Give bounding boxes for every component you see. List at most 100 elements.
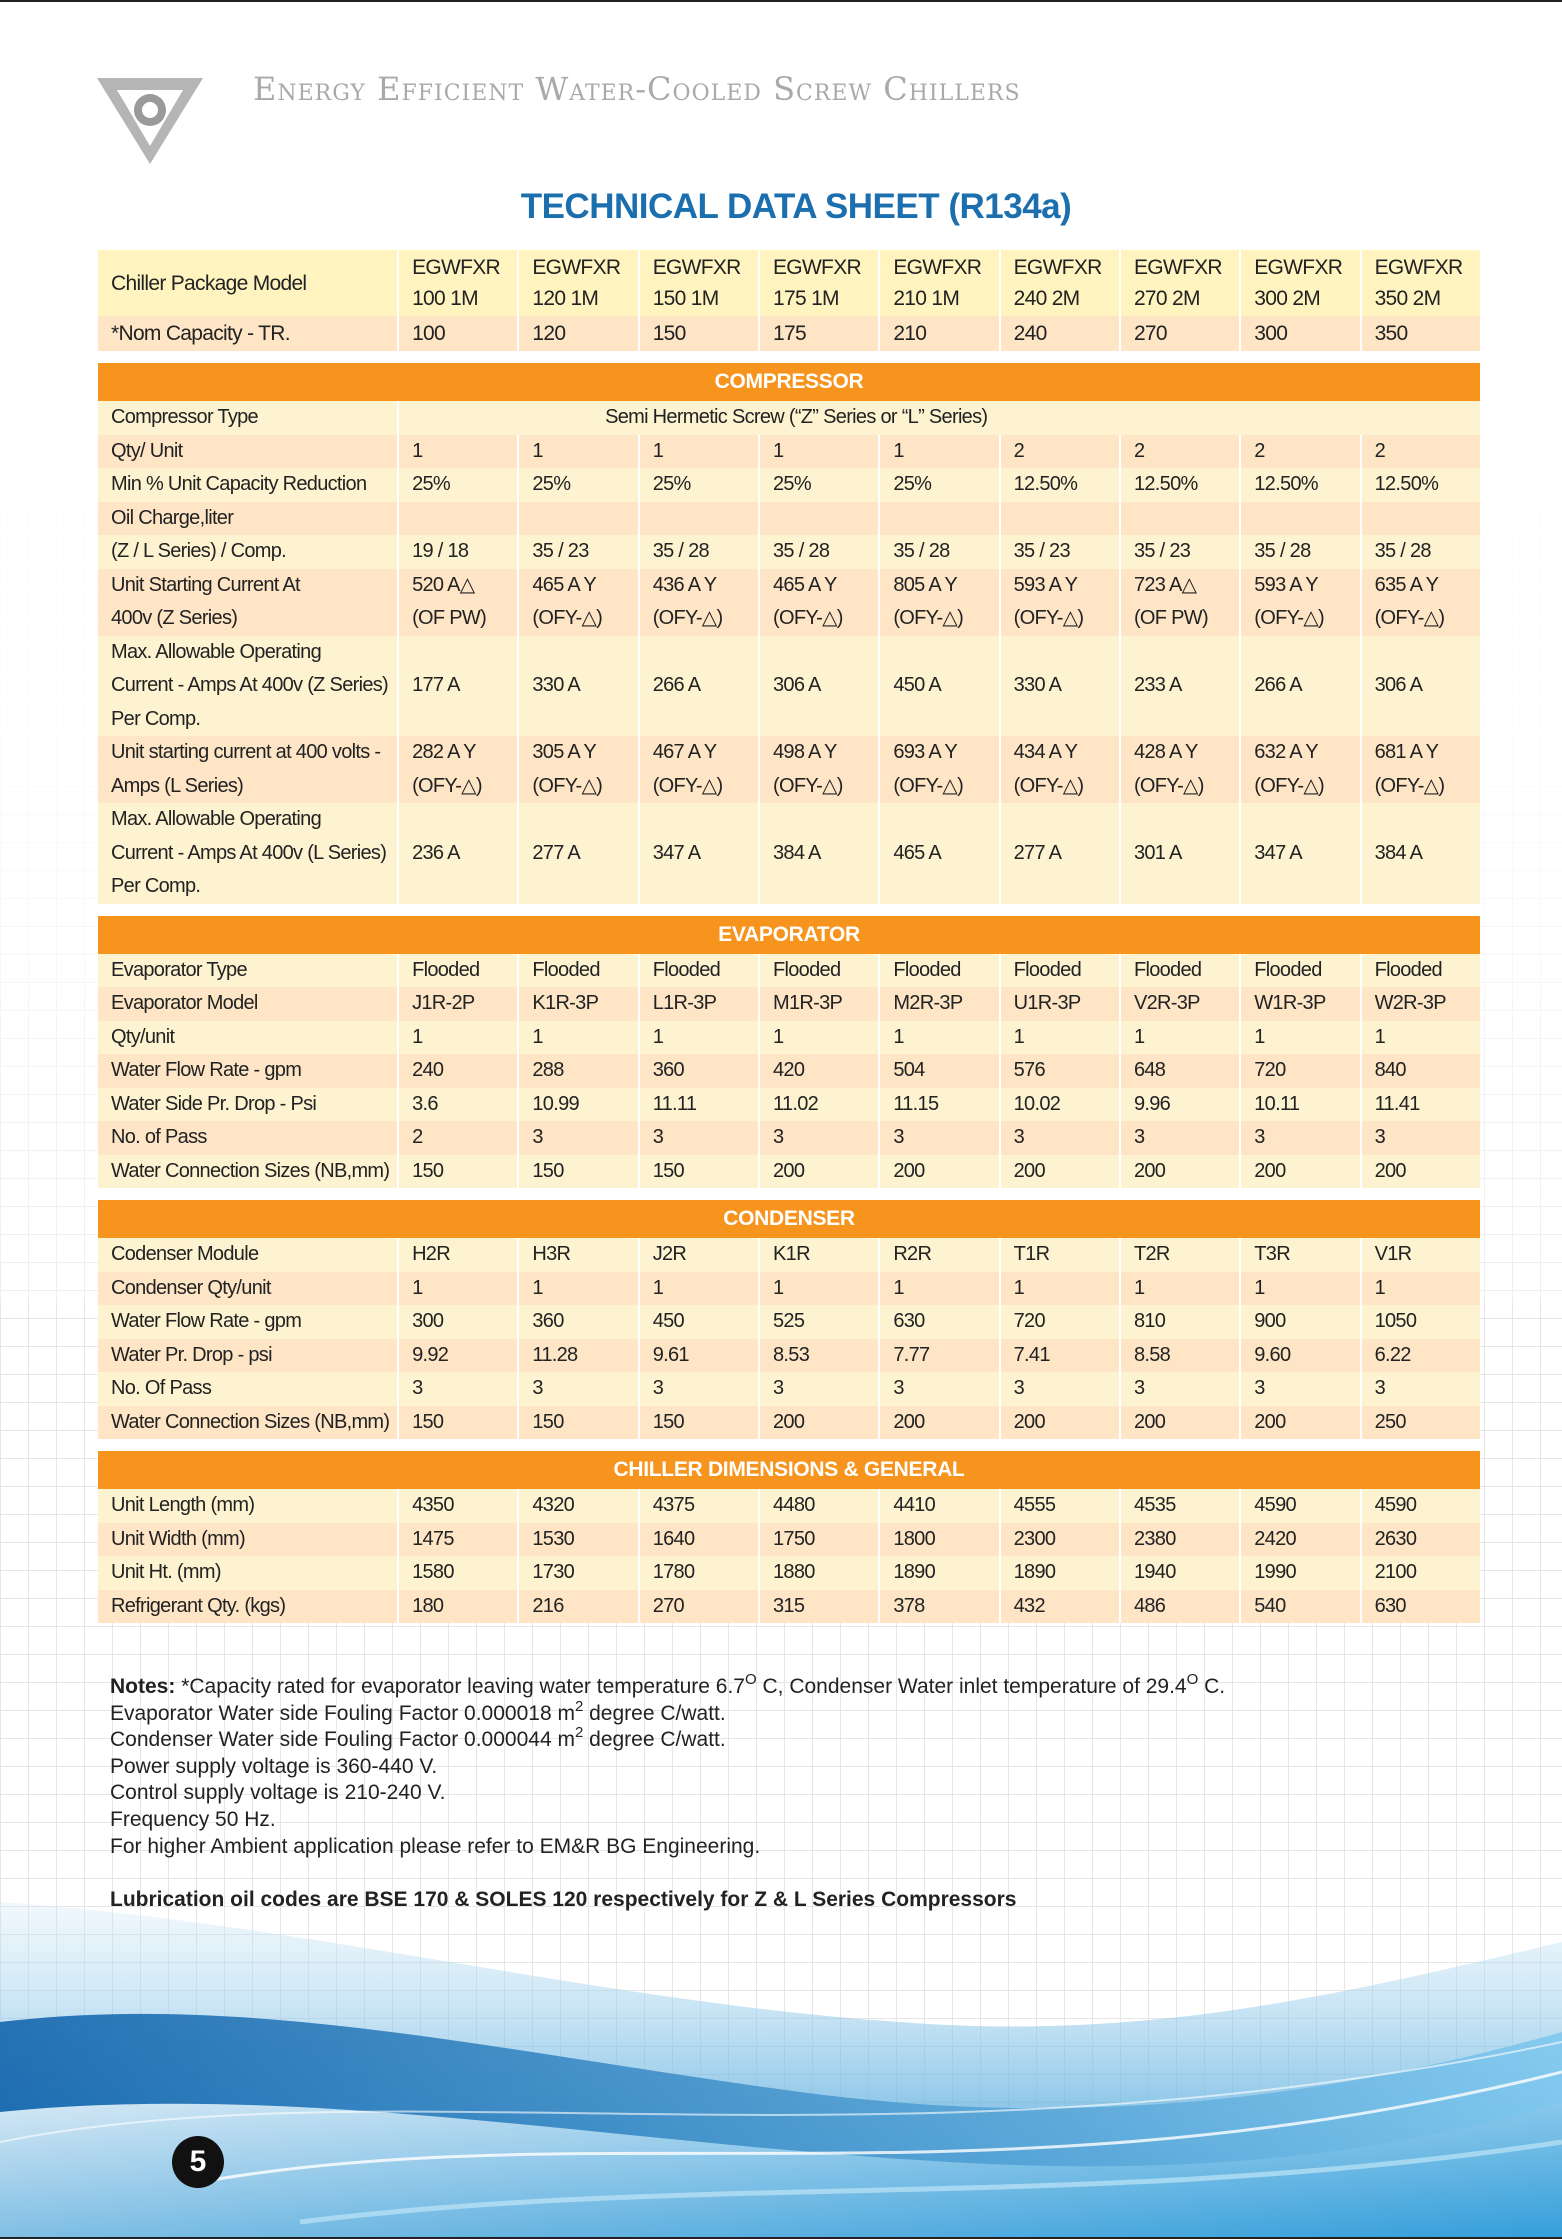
value-cell: 270 bbox=[637, 1589, 758, 1623]
value-cell: 3 bbox=[998, 1372, 1119, 1406]
value-cell: 450 A bbox=[878, 635, 999, 736]
section-title: COMPRESSOR bbox=[98, 351, 1480, 401]
value-cell: 3.6 bbox=[397, 1087, 518, 1121]
cell-line: Unit starting current at 400 volts - bbox=[111, 741, 381, 763]
cell-line: Per Comp. bbox=[111, 875, 201, 897]
cell-text: 200 bbox=[1254, 1159, 1286, 1182]
data-row: Codenser Module H2R H3R J2R K1R R2R T1R T2R T3R V… bbox=[98, 1238, 1480, 1272]
cell-line: EGWFXR bbox=[1374, 256, 1464, 279]
note-text: Evaporator Water side Fouling Factor 0.0… bbox=[110, 1701, 575, 1725]
value-cell: 150 bbox=[637, 316, 758, 351]
cell-text: 1050 bbox=[1374, 1310, 1417, 1332]
cell-line: 400v (Z Series) bbox=[111, 607, 238, 629]
model-cell: EGWFXR 240 2M bbox=[998, 250, 1119, 316]
value-cell: 3 bbox=[517, 1372, 638, 1406]
value-cell: 1890 bbox=[878, 1556, 999, 1590]
value-cell: 200 bbox=[1239, 1154, 1360, 1188]
value-cell: 1 bbox=[1239, 1020, 1360, 1054]
data-row: Evaporator Model J1R-2P K1R-3P L1R-3P M1R-3P… bbox=[98, 987, 1480, 1021]
value-cell: 2 bbox=[1359, 434, 1480, 468]
cell-text: 277 A bbox=[1013, 841, 1062, 864]
cell-text: 384 A bbox=[773, 841, 821, 864]
cell-line: (OFY-△) bbox=[1013, 774, 1084, 797]
value-cell: 12.50% bbox=[998, 468, 1119, 502]
value-cell: 306 A bbox=[758, 635, 879, 736]
value-cell: 330 A bbox=[998, 635, 1119, 736]
cell-text: Unit Ht. (mm) bbox=[111, 1561, 221, 1583]
value-cell: 25% bbox=[517, 468, 638, 502]
value-cell: 4555 bbox=[998, 1489, 1119, 1523]
cell-text: 300 bbox=[412, 1310, 444, 1332]
cell-text: 1 bbox=[532, 1025, 543, 1048]
cell-text: Unit Length (mm) bbox=[111, 1494, 255, 1516]
note-line: Notes: *Capacity rated for evaporator le… bbox=[110, 1672, 1225, 1701]
cell-line: 681 A Y bbox=[1374, 741, 1439, 763]
data-row: (Z / L Series) / Comp. 19 / 18 35 / 23 35 /… bbox=[98, 535, 1480, 569]
value-cell: 576 bbox=[998, 1054, 1119, 1088]
value-cell: 200 bbox=[998, 1154, 1119, 1188]
value-cell: 3 bbox=[878, 1372, 999, 1406]
cell-text: 25% bbox=[412, 473, 451, 495]
cell-text: 9.92 bbox=[412, 1343, 449, 1366]
cell-text: 486 bbox=[1133, 1594, 1166, 1617]
cell-text: 200 bbox=[773, 1410, 805, 1433]
note-text: degree C/watt. bbox=[583, 1728, 726, 1752]
value-cell: 504 bbox=[878, 1054, 999, 1088]
value-cell: 3 bbox=[1359, 1121, 1480, 1155]
cell-text: J1R-2P bbox=[412, 992, 475, 1014]
cell-line: 635 A Y bbox=[1374, 573, 1439, 596]
cell-text: Water Flow Rate - gpm bbox=[111, 1059, 302, 1081]
cell-text: 525 bbox=[773, 1310, 805, 1332]
value-cell: 1800 bbox=[878, 1522, 999, 1556]
cell-line: EGWFXR bbox=[893, 256, 982, 279]
value-cell: 210 bbox=[878, 316, 999, 351]
value-cell: 9.96 bbox=[1118, 1087, 1240, 1121]
cell-text: 1 bbox=[1254, 1276, 1265, 1299]
spec-table: Chiller Package Model EGWFXR 100 1M EGWFXR 1… bbox=[98, 250, 1480, 1623]
value-cell: 10.11 bbox=[1239, 1087, 1360, 1121]
data-row: Water Flow Rate - gpm 300 360 450 525 630 720 8… bbox=[98, 1305, 1480, 1339]
section-title: CHILLER DIMENSIONS & GENERAL bbox=[98, 1439, 1480, 1489]
cell-text: K1R-3P bbox=[532, 992, 599, 1014]
cell-text: 4590 bbox=[1374, 1494, 1417, 1516]
value-cell: 1 bbox=[1118, 1020, 1240, 1054]
cell-text: 1 bbox=[1254, 1025, 1265, 1048]
value-cell: 1890 bbox=[998, 1556, 1119, 1590]
cell-text: 301 A bbox=[1133, 841, 1182, 864]
value-cell: 648 bbox=[1118, 1054, 1240, 1088]
value-cell: 3 bbox=[637, 1372, 758, 1406]
value-cell: 432 bbox=[998, 1589, 1119, 1623]
cell-text: 2 bbox=[1254, 439, 1265, 462]
notes-label: Notes: bbox=[110, 1675, 176, 1698]
row-label: Unit Starting Current At 400v (Z Series) bbox=[98, 568, 398, 636]
cell-line: (OFY-△) bbox=[1013, 607, 1084, 629]
row-label: Qty/unit bbox=[98, 1020, 398, 1054]
cell-text: 465 A bbox=[893, 841, 941, 864]
cell-text: 3 bbox=[1254, 1377, 1265, 1399]
value-cell: V2R-3P bbox=[1118, 987, 1240, 1021]
value-cell: T3R bbox=[1239, 1238, 1360, 1272]
cell-text: 360 bbox=[652, 1059, 685, 1081]
cell-text: Unit Width (mm) bbox=[111, 1527, 246, 1550]
value-cell: 1 bbox=[998, 1020, 1119, 1054]
value-cell: 347 A bbox=[637, 803, 758, 904]
cell-text: 1940 bbox=[1133, 1561, 1176, 1583]
value-cell: 840 bbox=[1359, 1054, 1480, 1088]
value-cell: 1580 bbox=[397, 1556, 518, 1590]
row-label: Condenser Qty/unit bbox=[98, 1271, 398, 1305]
note-text: C, Condenser Water inlet temperature of … bbox=[756, 1675, 1187, 1698]
empty-cell bbox=[1359, 501, 1480, 535]
value-cell: 240 bbox=[397, 1054, 518, 1088]
cell-line: Max. Allowable Operating bbox=[111, 640, 322, 663]
value-cell: 277 A bbox=[517, 803, 638, 904]
row-label: Water Pr. Drop - psi bbox=[98, 1338, 398, 1372]
value-cell: Flooded bbox=[517, 953, 638, 987]
cell-text: Semi Hermetic Screw (“Z” Series or “L” S… bbox=[605, 406, 988, 428]
cell-text: 3 bbox=[532, 1377, 543, 1399]
value-cell: W1R-3P bbox=[1239, 987, 1360, 1021]
value-cell: 12.50% bbox=[1239, 468, 1360, 502]
cell-text: 240 bbox=[1013, 322, 1048, 345]
value-cell: 1 bbox=[637, 434, 758, 468]
value-cell: 434 A Y (OFY-△) bbox=[998, 736, 1119, 803]
cell-text: 150 bbox=[652, 322, 687, 345]
